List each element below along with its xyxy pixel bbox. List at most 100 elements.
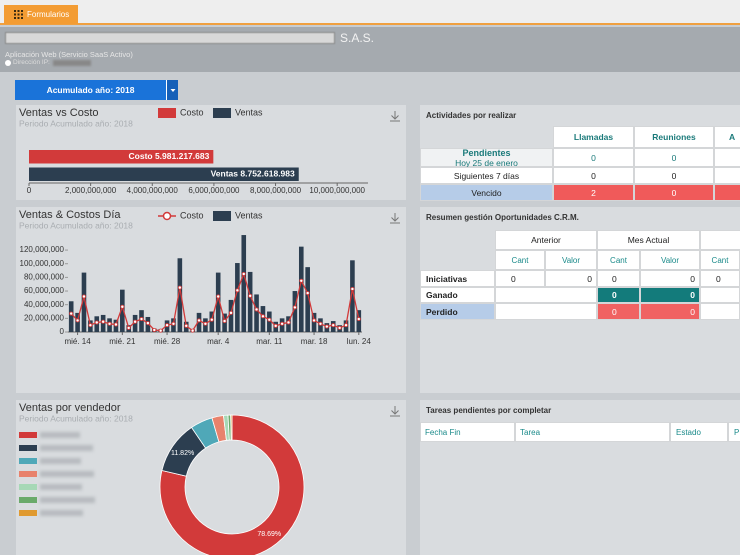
x-tick-label: 8,000,000,000 <box>250 186 302 195</box>
line-marker <box>107 321 112 326</box>
chart-subtitle: Periodo Acumulado año: 2018 <box>19 413 133 423</box>
group-header: Mes Actual <box>597 230 700 250</box>
chart-subtitle: Periodo Acumulado año: 2018 <box>19 118 133 128</box>
bar <box>235 263 240 332</box>
panel-title: Tareas pendientes por completar <box>426 406 552 415</box>
tab[interactable]: Formularios <box>4 5 78 24</box>
cell: 0 <box>553 148 634 167</box>
bar <box>298 246 304 332</box>
legend-label-redacted <box>40 471 94 477</box>
row-sublabel: Hoy 25 de enero <box>455 157 518 168</box>
group-header <box>700 230 740 250</box>
legend-swatch <box>19 445 37 451</box>
sub-header: Valor <box>545 250 597 270</box>
top-bar <box>0 0 740 25</box>
bar <box>75 312 80 332</box>
line-marker <box>69 311 74 316</box>
x-tick-label: lun. 24 <box>347 337 372 346</box>
line-marker <box>113 322 118 327</box>
bar <box>139 310 144 332</box>
row-label: Pendientes Hoy 25 de enero <box>420 147 553 168</box>
line-marker <box>88 323 93 328</box>
x-tick-label: 0 <box>27 186 32 195</box>
line-marker <box>331 323 336 328</box>
bar <box>29 167 299 181</box>
line-marker <box>286 320 291 325</box>
value-label: 11.82% <box>171 450 194 457</box>
tab-label: Formularios <box>27 10 70 19</box>
ip-line: Dirección IP: <box>5 59 91 66</box>
line-marker <box>235 288 240 293</box>
line-marker <box>318 321 323 326</box>
chart-subtitle: Periodo Acumulado año: 2018 <box>19 220 133 230</box>
company-suffix: S.A.S. <box>340 31 375 45</box>
legend-label-redacted <box>40 484 82 490</box>
cell: 0 <box>553 167 634 184</box>
cell <box>714 148 740 167</box>
column-header: Fecha Fin <box>420 422 515 442</box>
line-marker <box>324 324 329 329</box>
legend-swatch <box>162 211 172 221</box>
bar <box>305 267 310 332</box>
column-header: Reuniones <box>634 126 714 148</box>
row-label: Pendientes <box>462 147 511 158</box>
line-marker <box>273 323 278 328</box>
legend-label: Costo <box>180 210 204 220</box>
y-tick-label: 20,000,000 <box>24 313 65 322</box>
line-marker <box>260 314 265 319</box>
bar <box>228 299 234 332</box>
pie-slice <box>230 414 233 441</box>
line-marker <box>280 321 285 326</box>
value-label: Ventas 8.752.618.983 <box>211 169 295 179</box>
year-filter[interactable]: Acumulado año: 2018 <box>15 80 166 100</box>
panel-title: Actividades por realizar <box>426 111 517 120</box>
value-label: 78.69% <box>257 531 281 538</box>
legend-swatch <box>213 211 231 221</box>
line-marker <box>248 293 253 298</box>
chart-title: Ventas por vendedor <box>19 402 121 414</box>
column-header: Estado <box>670 422 728 442</box>
x-tick-label: 2,000,000,000 <box>65 186 117 195</box>
app-subtitle: Aplicación Web (Servicio SaaS Activo) <box>5 50 133 59</box>
line-marker <box>267 317 272 322</box>
x-tick-label: mié. 28 <box>154 337 181 346</box>
value-label: Costo 5.981.217.683 <box>129 151 210 161</box>
filter-arrow[interactable] <box>166 80 178 100</box>
bar <box>267 311 272 332</box>
line <box>70 271 360 332</box>
y-tick-label: 40,000,000 <box>24 300 65 309</box>
legend-swatch <box>19 458 37 464</box>
x-tick-label: mar. 11 <box>256 337 283 346</box>
line-marker <box>139 317 144 322</box>
cell: 0 <box>640 303 700 320</box>
legend-swatch <box>158 108 176 118</box>
bar <box>68 301 74 332</box>
cell: 0 <box>640 270 700 287</box>
line-marker <box>312 318 317 323</box>
line-marker <box>292 305 297 310</box>
line-marker <box>94 320 99 325</box>
x-tick-label: mié. 14 <box>64 337 91 346</box>
legend-label-redacted <box>40 445 93 451</box>
row-label: Iniciativas <box>420 270 495 287</box>
line-marker <box>197 318 202 323</box>
bar <box>241 235 247 332</box>
line-marker <box>344 323 349 328</box>
grid-icon <box>14 10 23 19</box>
cell: 0 <box>495 270 545 287</box>
bar <box>254 294 259 332</box>
y-tick-label: 100,000,000 <box>20 259 65 268</box>
column-header: Tarea <box>515 422 670 442</box>
legend-swatch <box>19 497 37 503</box>
column-header: Llamadas <box>553 126 634 148</box>
cell <box>714 167 740 184</box>
line-marker <box>203 321 208 326</box>
line-marker <box>184 323 189 328</box>
line-marker <box>356 317 361 322</box>
legend-label: Ventas <box>235 107 263 117</box>
sub-header: Cant <box>495 250 545 270</box>
cell: 2 <box>553 184 634 201</box>
y-tick-label: 80,000,000 <box>24 272 65 281</box>
